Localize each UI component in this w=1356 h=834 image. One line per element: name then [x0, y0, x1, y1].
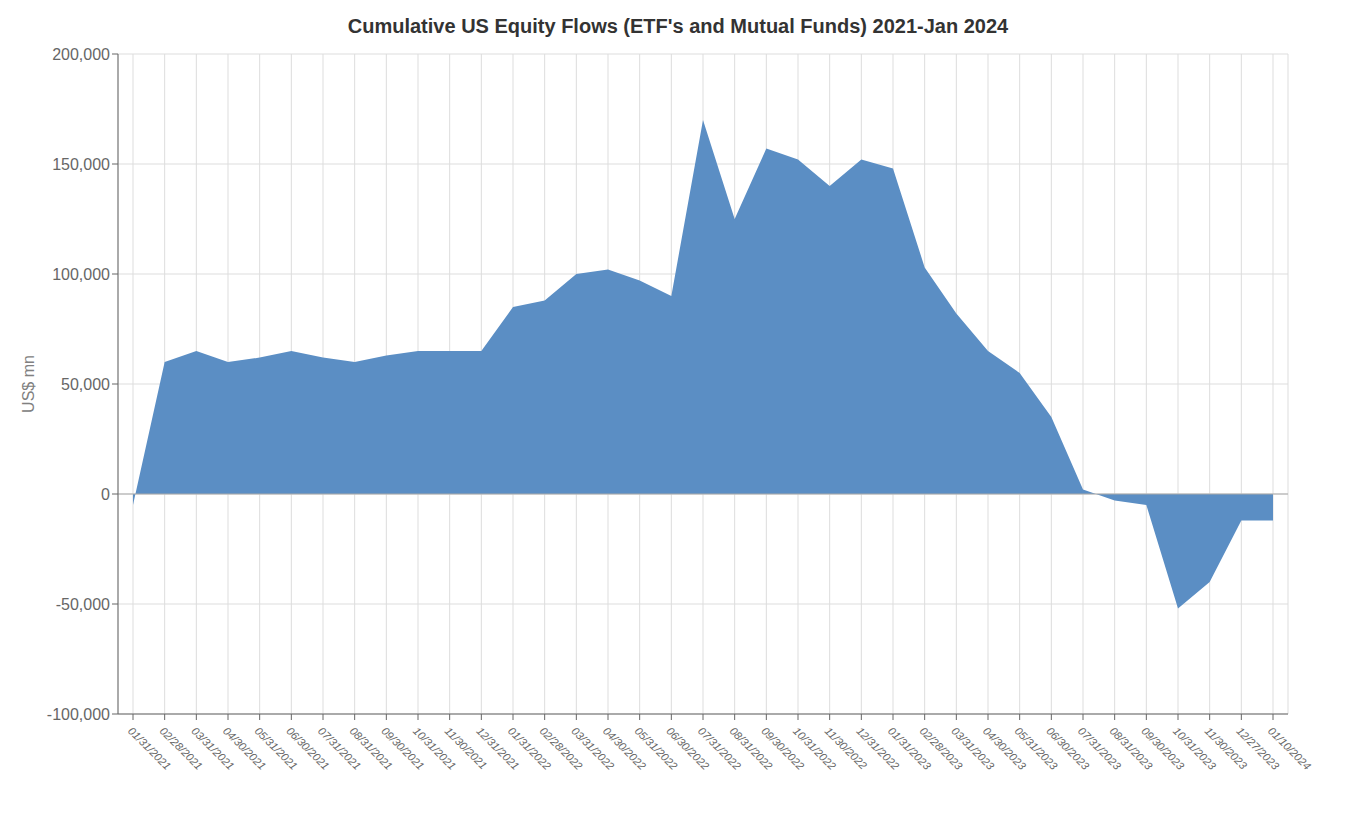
svg-text:0: 0 — [101, 486, 110, 503]
svg-text:12/31/2021: 12/31/2021 — [474, 724, 522, 772]
svg-text:04/30/2022: 04/30/2022 — [600, 724, 649, 772]
svg-text:200,000: 200,000 — [52, 46, 110, 63]
svg-text:09/30/2021: 09/30/2021 — [379, 724, 427, 772]
svg-text:02/28/2021: 02/28/2021 — [157, 724, 205, 772]
svg-text:03/31/2021: 03/31/2021 — [189, 724, 237, 772]
svg-text:01/10/2024: 01/10/2024 — [1266, 725, 1313, 772]
svg-text:07/31/2022: 07/31/2022 — [695, 724, 744, 772]
svg-text:09/30/2023: 09/30/2023 — [1139, 724, 1187, 772]
svg-text:07/31/2023: 07/31/2023 — [1075, 724, 1124, 772]
svg-text:10/31/2022: 10/31/2022 — [790, 724, 839, 772]
svg-text:06/30/2022: 06/30/2022 — [664, 724, 712, 772]
svg-text:01/31/2023: 01/31/2023 — [885, 724, 934, 772]
svg-text:08/31/2023: 08/31/2023 — [1107, 724, 1155, 772]
svg-text:01/31/2022: 01/31/2022 — [505, 724, 554, 772]
svg-text:05/31/2023: 05/31/2023 — [1012, 724, 1060, 772]
svg-text:50,000: 50,000 — [61, 376, 110, 393]
svg-text:10/31/2023: 10/31/2023 — [1170, 724, 1219, 772]
svg-text:08/31/2022: 08/31/2022 — [727, 724, 775, 772]
svg-text:150,000: 150,000 — [52, 156, 110, 173]
html-text:Cumulative US Equity Flows (ET: Cumulative US Equity Flows (ETF's and Mu… — [347, 15, 1009, 37]
svg-text:05/31/2022: 05/31/2022 — [632, 724, 680, 772]
svg-text:04/30/2021: 04/30/2021 — [220, 724, 269, 772]
svg-text:US$ mn: US$ mn — [20, 355, 37, 413]
svg-text:06/30/2023: 06/30/2023 — [1044, 724, 1092, 772]
svg-text:12/27/2023: 12/27/2023 — [1234, 724, 1282, 772]
svg-text:02/28/2023: 02/28/2023 — [917, 724, 965, 772]
svg-text:-100,000: -100,000 — [47, 706, 110, 723]
svg-text:100,000: 100,000 — [52, 266, 110, 283]
svg-text:02/28/2022: 02/28/2022 — [537, 724, 585, 772]
svg-text:04/30/2023: 04/30/2023 — [980, 724, 1029, 772]
svg-text:03/31/2022: 03/31/2022 — [569, 724, 617, 772]
svg-text:12/31/2022: 12/31/2022 — [854, 724, 902, 772]
svg-text:06/30/2021: 06/30/2021 — [284, 724, 332, 772]
svg-text:-50,000: -50,000 — [56, 596, 110, 613]
svg-text:11/30/2022: 11/30/2022 — [822, 724, 870, 772]
svg-text:10/31/2021: 10/31/2021 — [410, 724, 459, 772]
svg-text:11/30/2021: 11/30/2021 — [442, 724, 490, 772]
svg-text:05/31/2021: 05/31/2021 — [252, 724, 300, 772]
svg-text:09/30/2022: 09/30/2022 — [759, 724, 807, 772]
svg-text:11/30/2023: 11/30/2023 — [1202, 724, 1250, 772]
svg-text:01/31/2021: 01/31/2021 — [125, 724, 174, 772]
svg-text:07/31/2021: 07/31/2021 — [315, 724, 364, 772]
svg-text:03/31/2023: 03/31/2023 — [949, 724, 997, 772]
svg-text:08/31/2021: 08/31/2021 — [347, 724, 395, 772]
